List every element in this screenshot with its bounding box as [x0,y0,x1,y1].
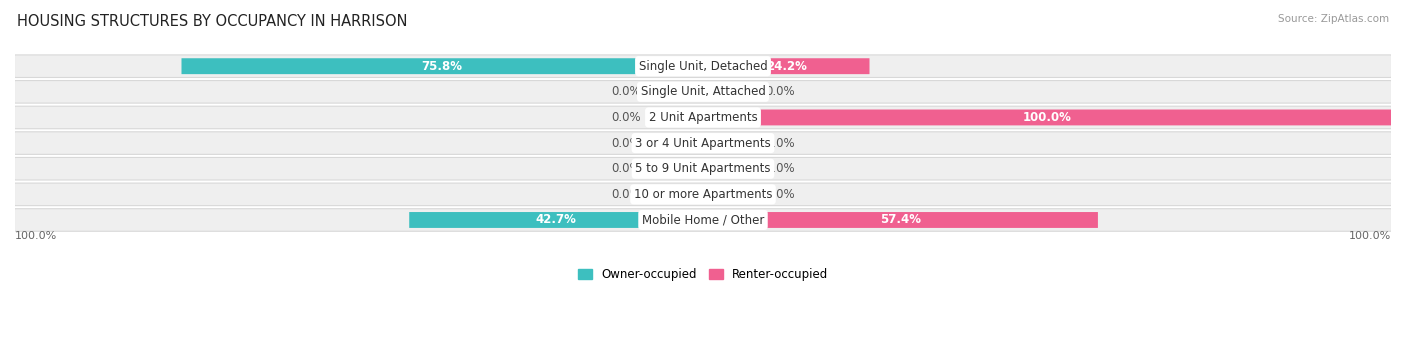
Text: 0.0%: 0.0% [765,162,794,175]
Text: Source: ZipAtlas.com: Source: ZipAtlas.com [1278,14,1389,24]
Legend: Owner-occupied, Renter-occupied: Owner-occupied, Renter-occupied [572,263,834,286]
FancyBboxPatch shape [14,132,1392,154]
FancyBboxPatch shape [14,209,1392,231]
Text: Mobile Home / Other: Mobile Home / Other [641,213,765,226]
FancyBboxPatch shape [181,58,703,74]
FancyBboxPatch shape [14,80,1392,103]
FancyBboxPatch shape [648,187,703,202]
Text: 0.0%: 0.0% [612,188,641,201]
FancyBboxPatch shape [14,106,1392,129]
Text: 0.0%: 0.0% [612,111,641,124]
Text: 0.0%: 0.0% [612,85,641,98]
Text: 57.4%: 57.4% [880,213,921,226]
FancyBboxPatch shape [648,109,703,125]
Text: 42.7%: 42.7% [536,213,576,226]
FancyBboxPatch shape [14,158,1392,180]
FancyBboxPatch shape [703,84,758,100]
Text: 0.0%: 0.0% [612,162,641,175]
Text: 10 or more Apartments: 10 or more Apartments [634,188,772,201]
Text: 24.2%: 24.2% [766,60,807,73]
FancyBboxPatch shape [703,187,758,202]
FancyBboxPatch shape [703,161,758,177]
FancyBboxPatch shape [648,84,703,100]
Text: 3 or 4 Unit Apartments: 3 or 4 Unit Apartments [636,137,770,150]
Text: 0.0%: 0.0% [765,85,794,98]
FancyBboxPatch shape [14,55,1392,77]
FancyBboxPatch shape [409,212,703,228]
Text: HOUSING STRUCTURES BY OCCUPANCY IN HARRISON: HOUSING STRUCTURES BY OCCUPANCY IN HARRI… [17,14,408,29]
FancyBboxPatch shape [703,58,869,74]
Text: 0.0%: 0.0% [765,137,794,150]
FancyBboxPatch shape [648,161,703,177]
Text: 75.8%: 75.8% [422,60,463,73]
FancyBboxPatch shape [14,183,1392,206]
Text: 2 Unit Apartments: 2 Unit Apartments [648,111,758,124]
FancyBboxPatch shape [703,212,1098,228]
FancyBboxPatch shape [648,135,703,151]
FancyBboxPatch shape [703,109,1391,125]
Text: 0.0%: 0.0% [612,137,641,150]
Text: Single Unit, Attached: Single Unit, Attached [641,85,765,98]
FancyBboxPatch shape [703,135,758,151]
Text: 100.0%: 100.0% [1348,231,1391,241]
Text: 100.0%: 100.0% [15,231,58,241]
Text: 0.0%: 0.0% [765,188,794,201]
Text: Single Unit, Detached: Single Unit, Detached [638,60,768,73]
Text: 100.0%: 100.0% [1022,111,1071,124]
Text: 5 to 9 Unit Apartments: 5 to 9 Unit Apartments [636,162,770,175]
